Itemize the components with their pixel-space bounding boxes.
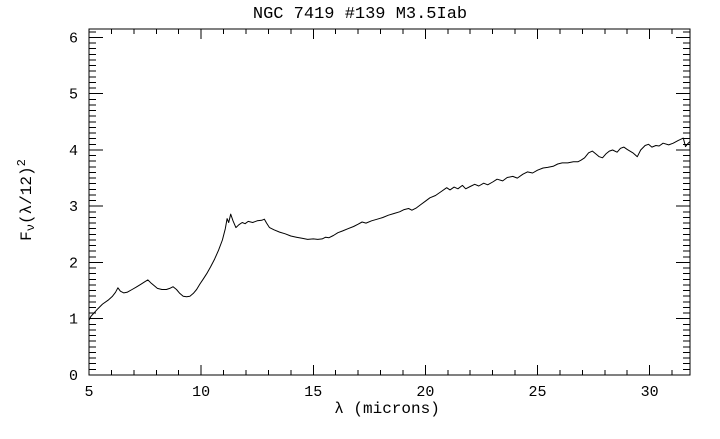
y-axis-label-part: F xyxy=(18,231,36,241)
y-tick-label: 4 xyxy=(69,143,78,160)
tick-labels: 5 10 15 20 25 30 0 1 2 3 4 5 6 xyxy=(69,30,659,401)
x-axis-label: λ (microns) xyxy=(334,400,440,418)
plot-box xyxy=(88,28,691,376)
y-axis-label-part: (λ/12) xyxy=(18,166,36,224)
x-tick-label: 15 xyxy=(304,384,322,401)
x-tick-label: 30 xyxy=(641,384,659,401)
spectrum-line xyxy=(88,137,691,321)
y-tick-label: 1 xyxy=(69,312,78,329)
x-tick-label: 25 xyxy=(528,384,546,401)
y-axis-label-part: 2 xyxy=(15,159,29,166)
y-axis-label-part: ν xyxy=(24,224,38,231)
y-tick-label: 3 xyxy=(69,199,78,216)
x-tick-label: 10 xyxy=(192,384,210,401)
y-tick-label: 2 xyxy=(69,255,78,272)
y-tick-label: 0 xyxy=(69,368,78,385)
chart-title: NGC 7419 #139 M3.5Iab xyxy=(253,5,467,24)
y-tick-label: 5 xyxy=(69,87,78,104)
plot-axes xyxy=(88,28,691,376)
x-tick-label: 20 xyxy=(416,384,434,401)
y-tick-label: 6 xyxy=(69,30,78,47)
x-tick-label: 5 xyxy=(84,384,93,401)
y-axis-label: Fν(λ/12)2 xyxy=(15,159,38,241)
